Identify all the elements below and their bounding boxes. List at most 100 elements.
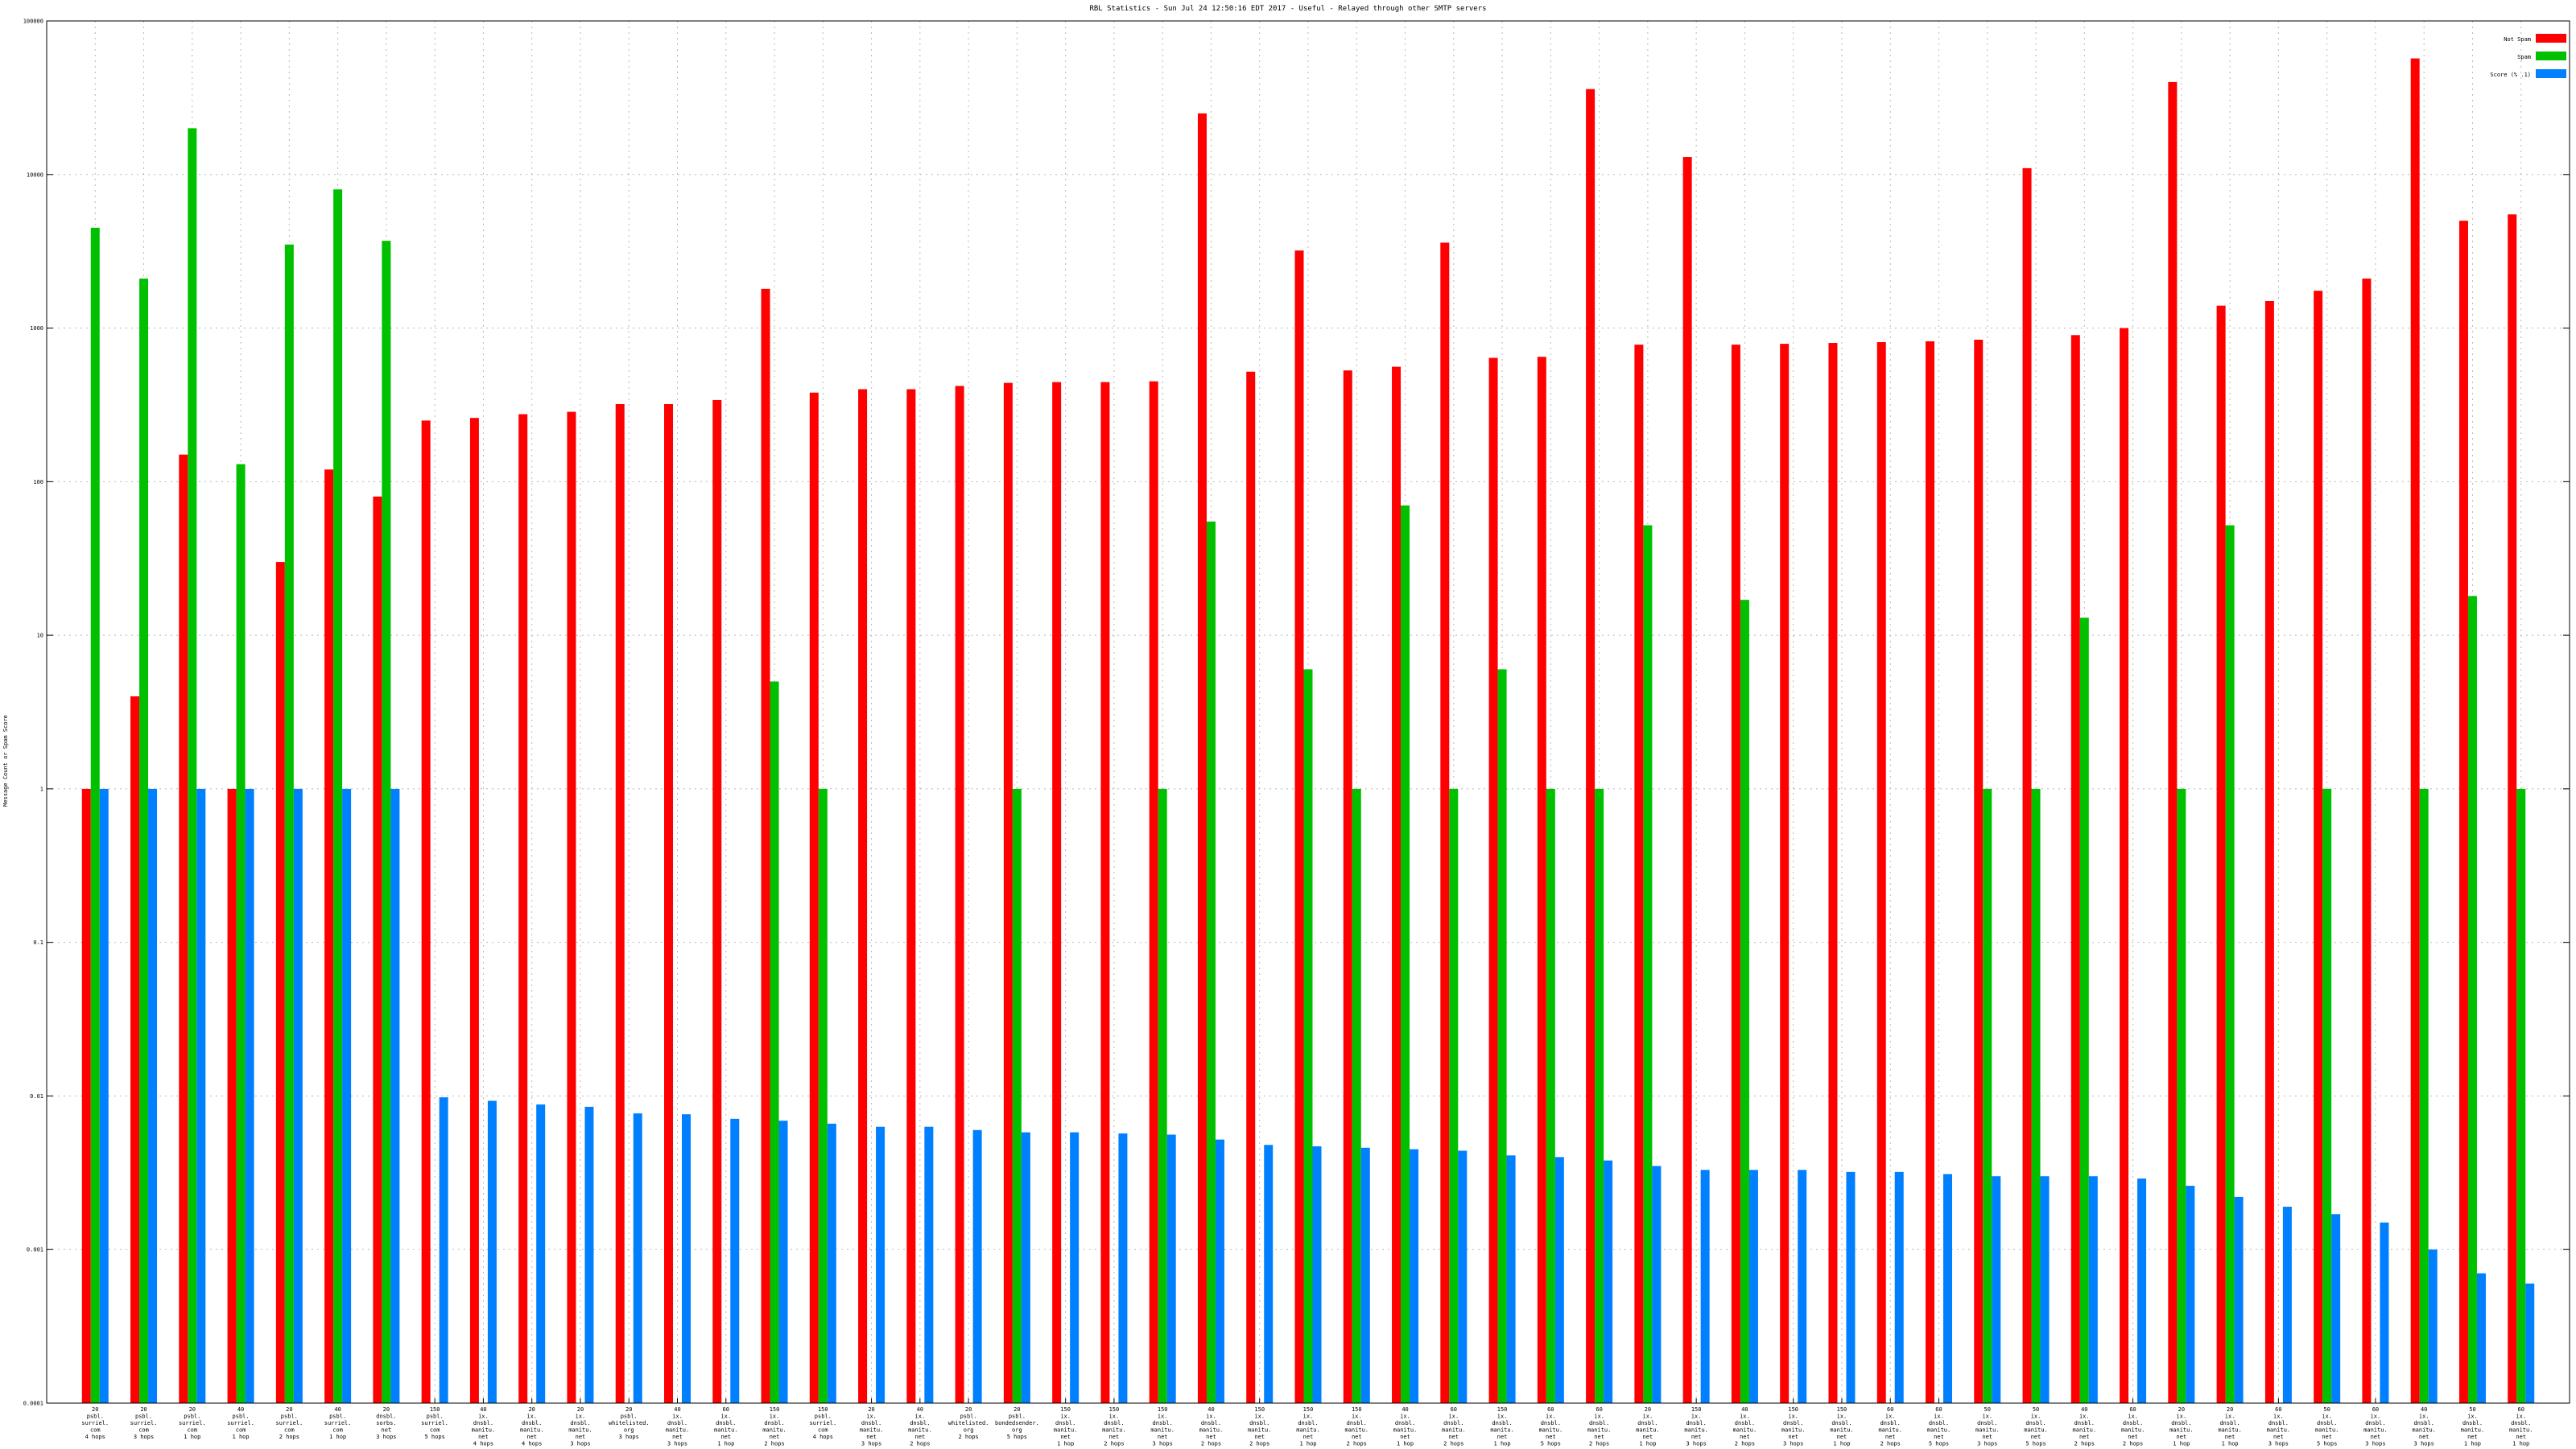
x-tick-label: 20 psbl. surriel. com 2 hops xyxy=(275,1406,303,1440)
bar-not-spam xyxy=(2216,305,2226,1403)
bar-score xyxy=(1700,1170,1710,1403)
bar-not-spam xyxy=(81,788,91,1403)
x-tick-label: 40 ix. dnsbl. manitu. net 2 hops xyxy=(1733,1406,1757,1447)
x-tick-label: 50 ix. dnsbl. manitu. net 1 hop xyxy=(2461,1406,2485,1447)
bar-score xyxy=(827,1123,836,1403)
x-axis-labels: 20 psbl. surriel. com 4 hops 20 psbl. surriel. c… xyxy=(81,1406,2533,1447)
bar-score xyxy=(148,788,158,1403)
x-tick-label: 20 ix. dnsbl. manitu. net 3 hops xyxy=(860,1406,884,1447)
bar-score xyxy=(342,788,352,1403)
bar-score xyxy=(1070,1132,1080,1403)
bar-score xyxy=(2380,1222,2389,1403)
bar-not-spam xyxy=(712,399,722,1403)
y-tick-label: 10 xyxy=(37,633,43,639)
y-tick-label: 1 xyxy=(40,786,43,792)
x-tick-label: 150 ix. dnsbl. manitu. net 2 hops xyxy=(1248,1406,1272,1447)
x-tick-label: 40 ix. dnsbl. manitu. net 2 hops xyxy=(1199,1406,1224,1447)
bar-score xyxy=(730,1118,740,1403)
x-tick-label: 150 ix. dnsbl. manitu. net 1 hop xyxy=(1490,1406,1514,1447)
bar-spam xyxy=(1352,788,1361,1403)
bar-spam xyxy=(1303,669,1313,1403)
x-tick-label: 150 psbl. surriel. com 4 hops xyxy=(809,1406,836,1440)
bar-spam xyxy=(188,128,197,1404)
bar-spam xyxy=(139,279,149,1404)
bar-spam xyxy=(2177,788,2186,1403)
y-tick-label: 0.0001 xyxy=(23,1401,43,1407)
bar-not-spam xyxy=(1100,382,1110,1404)
bar-score xyxy=(1748,1170,1758,1403)
x-tick-label: 150 ix. dnsbl. manitu. net 2 hops xyxy=(1102,1406,1126,1447)
bar-not-spam xyxy=(1876,342,1886,1403)
x-tick-label: 60 ix. dnsbl. manitu. net 2 hops xyxy=(1442,1406,1466,1447)
bar-score xyxy=(390,788,400,1403)
bar-not-spam xyxy=(1149,381,1158,1404)
bar-score xyxy=(1894,1171,1904,1403)
bar-spam xyxy=(2322,788,2332,1403)
bar-not-spam xyxy=(373,496,382,1404)
legend-swatch xyxy=(2536,52,2566,60)
bar-score xyxy=(876,1126,886,1403)
bar-score xyxy=(633,1113,642,1403)
bar-score xyxy=(682,1114,691,1403)
bar-spam xyxy=(2516,788,2526,1403)
bar-score xyxy=(439,1097,448,1403)
bar-score xyxy=(2186,1186,2195,1403)
bar-not-spam xyxy=(2410,58,2420,1404)
bar-score xyxy=(1166,1134,1176,1403)
bar-spam xyxy=(1158,788,1167,1403)
bar-score xyxy=(2040,1176,2050,1403)
y-tick-label: 100000 xyxy=(23,19,43,25)
x-tick-label: 20 psbl. whitelisted. org 2 hops xyxy=(948,1406,989,1440)
x-tick-label: 150 ix. dnsbl. manitu. net 2 hops xyxy=(1345,1406,1369,1447)
bar-score xyxy=(293,788,303,1403)
bar-not-spam xyxy=(1052,382,1062,1404)
x-tick-label: 20 psbl. surriel. com 4 hops xyxy=(81,1406,109,1440)
bar-spam xyxy=(1595,788,1604,1403)
y-tick-label: 0.001 xyxy=(27,1247,43,1253)
bar-not-spam xyxy=(664,403,673,1404)
y-tick-label: 1000 xyxy=(30,325,43,332)
bar-not-spam xyxy=(1682,157,1692,1403)
bar-not-spam xyxy=(1488,357,1498,1403)
bar-not-spam xyxy=(275,562,285,1404)
bar-spam xyxy=(1983,788,1992,1403)
bar-not-spam xyxy=(2264,300,2274,1404)
bar-score xyxy=(584,1106,594,1403)
bar-spam xyxy=(818,788,828,1403)
bar-not-spam xyxy=(1926,341,1934,1404)
bar-score xyxy=(2428,1249,2438,1403)
bar-not-spam xyxy=(1392,366,1402,1403)
bar-score xyxy=(1943,1174,1952,1403)
bar-not-spam xyxy=(2168,81,2178,1404)
bar-not-spam xyxy=(1246,371,1256,1403)
legend-swatch xyxy=(2536,34,2566,43)
x-tick-label: 60 ix. dnsbl. manitu. net 1 hop xyxy=(2509,1406,2533,1447)
bar-not-spam xyxy=(1780,344,1790,1403)
bar-spam xyxy=(284,244,294,1403)
bar-not-spam xyxy=(1586,89,1596,1404)
legend: Not Spam Spam Score (% .1) xyxy=(2490,34,2566,78)
bar-score xyxy=(2137,1179,2147,1403)
bar-score xyxy=(1410,1149,1419,1403)
bar-spam xyxy=(1497,669,1507,1403)
bar-score xyxy=(2234,1196,2244,1403)
bar-spam xyxy=(2031,788,2041,1403)
bar-score xyxy=(1312,1146,1322,1403)
bar-not-spam xyxy=(469,418,479,1403)
x-tick-label: 50 ix. dnsbl. manitu. net 3 hops xyxy=(1975,1406,2000,1447)
bar-spam xyxy=(1206,521,1216,1403)
bar-not-spam xyxy=(2070,335,2080,1404)
bar-score xyxy=(1554,1157,1564,1403)
legend-swatch xyxy=(2536,69,2566,78)
bar-not-spam xyxy=(1634,345,1644,1404)
x-tick-label: 150 ix. dnsbl. manitu. net 3 hops xyxy=(1781,1406,1806,1447)
plot-frame xyxy=(46,20,2570,1404)
legend-label: Score (% .1) xyxy=(2490,72,2531,78)
bar-score xyxy=(972,1129,982,1403)
bar-score xyxy=(2476,1273,2486,1403)
bar-not-spam xyxy=(518,414,528,1403)
bar-not-spam xyxy=(324,469,334,1403)
chart-title: RBL Statistics - Sun Jul 24 12:50:16 EDT… xyxy=(1089,5,1486,13)
bar-spam xyxy=(2467,596,2477,1403)
bar-not-spam xyxy=(1294,250,1304,1403)
